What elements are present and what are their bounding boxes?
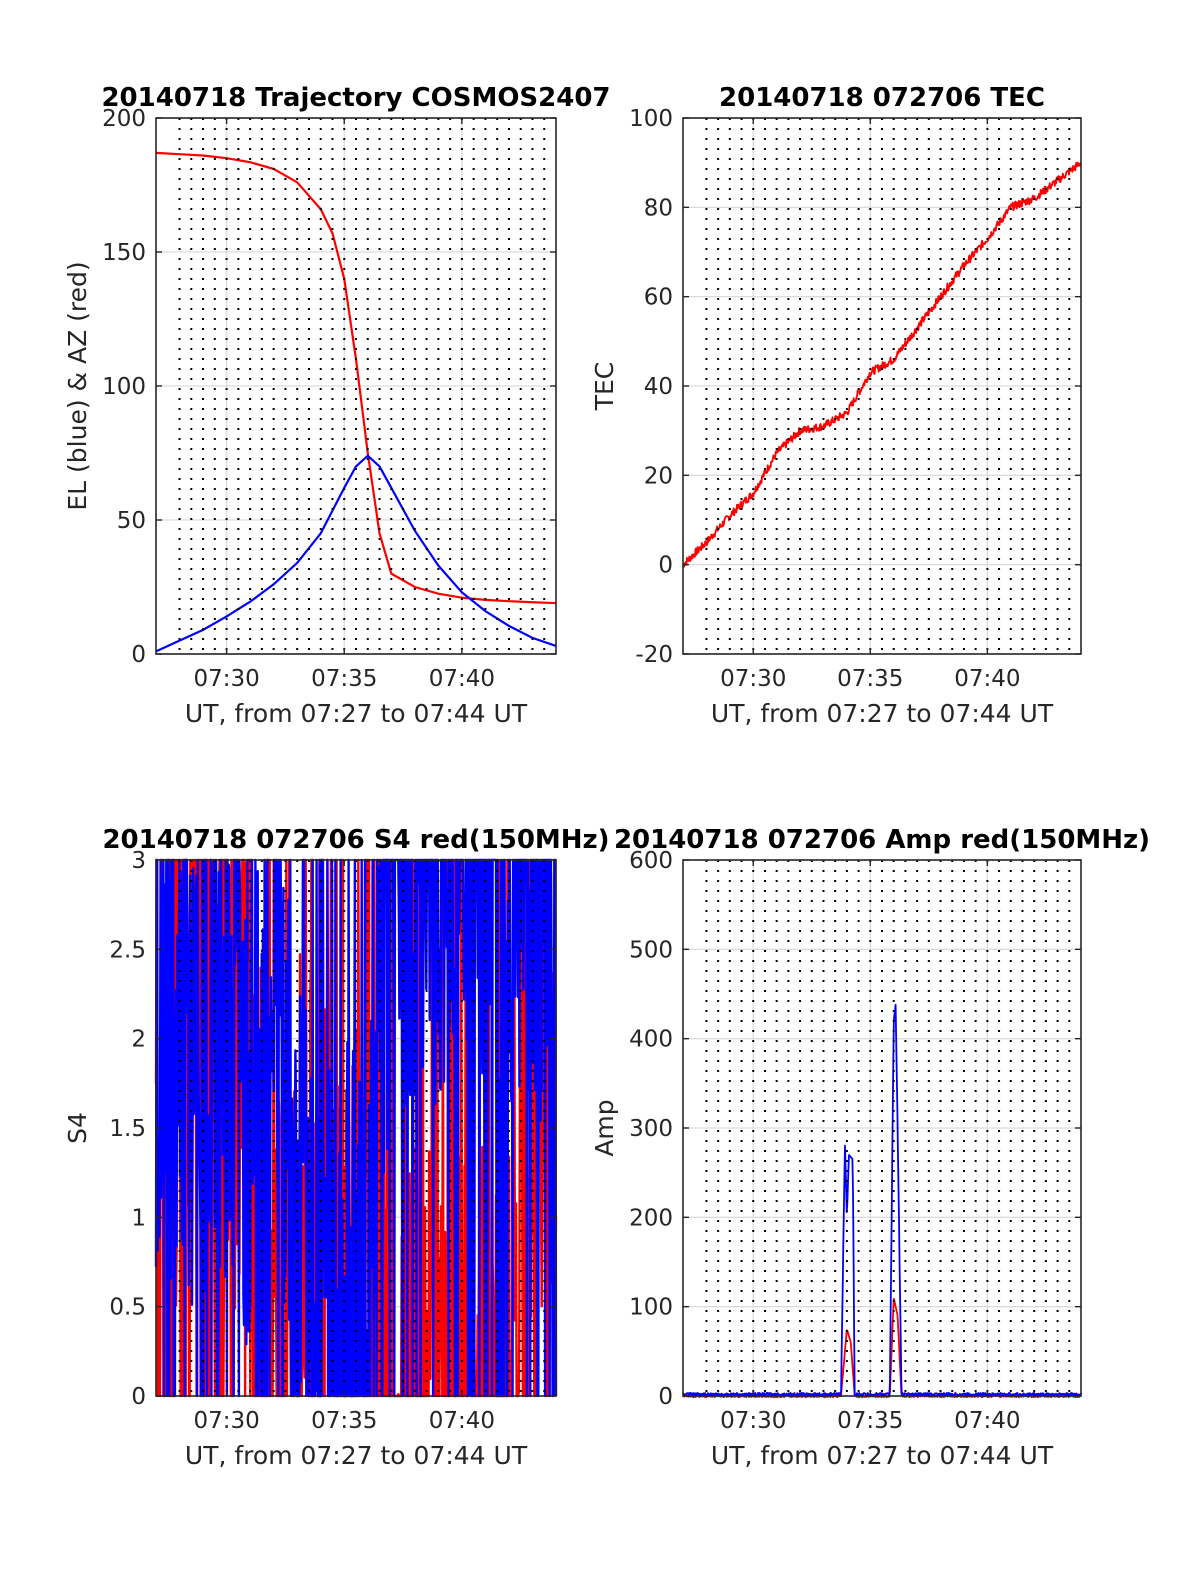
y-tick-label: 0.5 <box>109 1295 146 1321</box>
panel-tec: -20 0 20 40 60 80 100 07:30 07:35 07:40 20140718 0… <box>590 83 1082 728</box>
x-tick-label: 07:35 <box>311 1408 377 1434</box>
x-tick-label: 07:35 <box>311 666 377 692</box>
series-line <box>682 1003 1082 1397</box>
y-tick-label: -20 <box>635 642 673 668</box>
y-tick-label: 500 <box>629 937 673 963</box>
x-tick-label: 07:30 <box>193 1408 259 1434</box>
x-axis-label: UT, from 07:27 to 07:44 UT <box>185 699 528 728</box>
y-tick-label: 40 <box>644 374 673 400</box>
x-tick-label: 07:35 <box>837 1408 903 1434</box>
panel-trajectory: 0 50 100 150 200 07:30 07:35 07:40 20140718 Traj… <box>63 83 611 728</box>
y-tick-label: 2.5 <box>109 937 146 963</box>
y-tick-label: 50 <box>117 508 146 534</box>
y-tick-label: 200 <box>102 106 146 132</box>
series-line <box>682 1297 1082 1399</box>
chart-title: 20140718 072706 S4 red(150MHz) <box>102 825 609 855</box>
y-tick-label: 200 <box>629 1205 673 1231</box>
y-tick-label: 1.5 <box>109 1116 146 1142</box>
panel-s4: 0 0.5 1 1.5 2 2.5 3 07:30 07:35 07:40 20140718 072… <box>63 825 610 1470</box>
x-tick-label: 07:40 <box>429 666 495 692</box>
x-tick-label: 07:40 <box>954 666 1020 692</box>
x-axis-label: UT, from 07:27 to 07:44 UT <box>711 1441 1054 1470</box>
y-tick-label: 60 <box>644 285 673 311</box>
panel-amp: 0 100 200 300 400 500 600 07:30 07:35 07:40 201407… <box>590 825 1150 1470</box>
x-tick-label: 07:30 <box>193 666 259 692</box>
y-tick-label: 150 <box>102 240 146 266</box>
y-tick-label: 100 <box>102 374 146 400</box>
y-tick-label: 600 <box>629 848 673 874</box>
chart-title: 20140718 Trajectory COSMOS2407 <box>101 83 610 113</box>
chart-title: 20140718 072706 Amp red(150MHz) <box>614 825 1150 855</box>
y-axis-label: TEC <box>590 362 619 412</box>
series-line <box>682 161 1082 568</box>
x-tick-label: 07:40 <box>954 1408 1020 1434</box>
x-axis-label: UT, from 07:27 to 07:44 UT <box>185 1441 528 1470</box>
y-axis-label: EL (blue) & AZ (red) <box>63 261 92 510</box>
x-tick-label: 07:30 <box>720 1408 786 1434</box>
y-tick-label: 0 <box>131 1384 146 1410</box>
x-tick-label: 07:40 <box>429 1408 495 1434</box>
y-tick-label: 20 <box>644 463 673 489</box>
y-tick-label: 80 <box>644 195 673 221</box>
x-axis-label: UT, from 07:27 to 07:44 UT <box>711 699 1054 728</box>
x-tick-label: 07:35 <box>837 666 903 692</box>
y-tick-label: 100 <box>629 106 673 132</box>
y-tick-label: 3 <box>131 848 146 874</box>
y-axis-label: S4 <box>63 1112 92 1144</box>
y-tick-label: 400 <box>629 1027 673 1053</box>
y-tick-label: 2 <box>131 1027 146 1053</box>
y-axis-label: Amp <box>590 1099 619 1156</box>
y-tick-label: 100 <box>629 1295 673 1321</box>
series-line <box>155 454 557 653</box>
y-tick-label: 1 <box>131 1205 146 1231</box>
y-tick-label: 0 <box>131 642 146 668</box>
series-line <box>155 151 557 605</box>
chart-title: 20140718 072706 TEC <box>719 83 1045 113</box>
x-tick-label: 07:30 <box>720 666 786 692</box>
y-tick-label: 300 <box>629 1116 673 1142</box>
y-tick-label: 0 <box>658 553 673 579</box>
y-tick-label: 0 <box>658 1384 673 1410</box>
